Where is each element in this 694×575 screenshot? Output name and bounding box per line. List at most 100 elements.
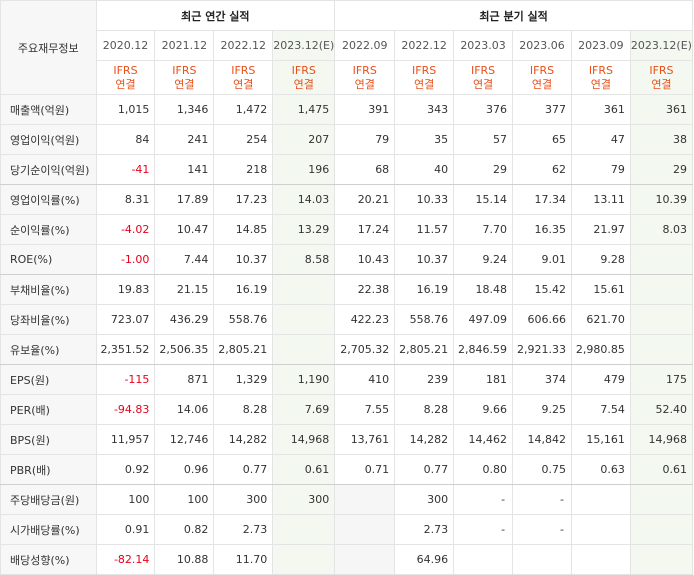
value-cell: 181 bbox=[453, 364, 514, 395]
value-cell: 12,746 bbox=[154, 424, 215, 455]
period-header: 2022.09 bbox=[334, 30, 396, 61]
value-cell bbox=[272, 334, 336, 365]
value-cell: 9.25 bbox=[512, 394, 572, 425]
value-cell: 0.82 bbox=[154, 514, 215, 545]
row-label: 주당배당금(원) bbox=[0, 484, 97, 515]
value-cell: -41 bbox=[95, 154, 156, 185]
value-cell bbox=[334, 514, 396, 545]
consolidated-label: 연결 bbox=[293, 77, 314, 91]
value-cell: 0.77 bbox=[213, 454, 274, 485]
value-cell: 79 bbox=[334, 124, 396, 155]
value-cell: 10.88 bbox=[154, 544, 215, 575]
value-cell: 0.63 bbox=[570, 454, 631, 485]
value-cell: 7.69 bbox=[272, 394, 336, 425]
value-cell: 64.96 bbox=[394, 544, 455, 575]
value-cell: 52.40 bbox=[629, 394, 694, 425]
value-cell bbox=[629, 514, 694, 545]
value-cell bbox=[629, 244, 694, 275]
value-cell: 7.44 bbox=[154, 244, 215, 275]
value-cell: 8.28 bbox=[394, 394, 455, 425]
value-cell: 10.37 bbox=[394, 244, 455, 275]
ifrs-label: IFRS bbox=[470, 63, 496, 77]
value-cell: 65 bbox=[512, 124, 572, 155]
value-cell: 361 bbox=[570, 94, 631, 125]
table-row: 영업이익률(%) 8.31 17.89 17.23 14.03 20.21 10.33 15.… bbox=[0, 184, 694, 215]
value-cell: 10.37 bbox=[213, 244, 274, 275]
value-cell bbox=[272, 274, 336, 305]
value-cell: 17.24 bbox=[334, 214, 396, 245]
table-row: PBR(배) 0.92 0.96 0.77 0.61 0.71 0.77 0.80 0.75 0.… bbox=[0, 454, 694, 485]
value-cell: 15.42 bbox=[512, 274, 572, 305]
value-cell: -4.02 bbox=[95, 214, 156, 245]
consolidated-label: 연결 bbox=[531, 77, 553, 91]
value-cell: 1,015 bbox=[95, 94, 156, 125]
value-cell: 0.75 bbox=[512, 454, 572, 485]
value-cell: 497.09 bbox=[453, 304, 514, 335]
annual-group-header: 최근 연간 실적 bbox=[95, 0, 336, 31]
value-cell: 15.14 bbox=[453, 184, 514, 215]
value-cell: 7.55 bbox=[334, 394, 396, 425]
value-cell: 2,846.59 bbox=[453, 334, 514, 365]
ifrs-label: IFRS bbox=[231, 63, 256, 77]
value-cell: 374 bbox=[512, 364, 572, 395]
value-cell: 1,190 bbox=[272, 364, 336, 395]
value-cell: 79 bbox=[570, 154, 631, 185]
ifrs-badge: IFRS 연결 bbox=[213, 60, 274, 95]
value-cell: 2,705.32 bbox=[334, 334, 396, 365]
value-cell bbox=[629, 484, 694, 515]
consolidated-label: 연결 bbox=[414, 77, 435, 91]
value-cell: 558.76 bbox=[213, 304, 274, 335]
value-cell: 16.19 bbox=[394, 274, 455, 305]
value-cell: 62 bbox=[512, 154, 572, 185]
value-cell: 13.11 bbox=[570, 184, 631, 215]
value-cell: 376 bbox=[453, 94, 514, 125]
period-header: 2022.12 bbox=[394, 30, 455, 61]
value-cell bbox=[629, 334, 694, 365]
value-cell: 141 bbox=[154, 154, 215, 185]
value-cell: 57 bbox=[453, 124, 514, 155]
period-header: 2023.06 bbox=[512, 30, 572, 61]
table-row: 매출액(억원) 1,015 1,346 1,472 1,475 391 343 376 377 3… bbox=[0, 94, 694, 125]
value-cell: 17.89 bbox=[154, 184, 215, 215]
ifrs-badge: IFRS 연결 bbox=[394, 60, 455, 95]
value-cell: 15,161 bbox=[570, 424, 631, 455]
row-label: 매출액(억원) bbox=[0, 94, 97, 125]
value-cell: 2.73 bbox=[213, 514, 274, 545]
value-cell: 254 bbox=[213, 124, 274, 155]
value-cell: 8.03 bbox=[629, 214, 694, 245]
value-cell: 10.43 bbox=[334, 244, 396, 275]
row-label: EPS(원) bbox=[0, 364, 97, 395]
value-cell: 14,968 bbox=[272, 424, 336, 455]
value-cell: 391 bbox=[334, 94, 396, 125]
value-cell: 9.66 bbox=[453, 394, 514, 425]
value-cell: 7.70 bbox=[453, 214, 514, 245]
row-label: BPS(원) bbox=[0, 424, 97, 455]
value-cell: 2,805.21 bbox=[213, 334, 274, 365]
value-cell: 2,980.85 bbox=[570, 334, 631, 365]
value-cell: 0.91 bbox=[95, 514, 156, 545]
ifrs-badge: IFRS 연결 bbox=[272, 60, 336, 95]
value-cell: - bbox=[453, 514, 514, 545]
value-cell: 361 bbox=[629, 94, 694, 125]
value-cell: 15.61 bbox=[570, 274, 631, 305]
row-label: 영업이익률(%) bbox=[0, 184, 97, 215]
value-cell bbox=[334, 484, 396, 515]
table-row: 주당배당금(원) 100 100 300 300 300- - bbox=[0, 484, 694, 515]
value-cell: 47 bbox=[570, 124, 631, 155]
ifrs-label: IFRS bbox=[588, 63, 614, 77]
value-cell: 38 bbox=[629, 124, 694, 155]
value-cell bbox=[272, 304, 336, 335]
value-cell: 14,282 bbox=[213, 424, 274, 455]
value-cell: 410 bbox=[334, 364, 396, 395]
value-cell: 14,842 bbox=[512, 424, 572, 455]
row-label: 당기순이익(억원) bbox=[0, 154, 97, 185]
value-cell: 100 bbox=[154, 484, 215, 515]
ifrs-badge: IFRS 연결 bbox=[512, 60, 572, 95]
consolidated-label: 연결 bbox=[472, 77, 494, 91]
consolidated-label: 연결 bbox=[174, 77, 195, 91]
value-cell: -115 bbox=[95, 364, 156, 395]
value-cell: 239 bbox=[394, 364, 455, 395]
row-label: PBR(배) bbox=[0, 454, 97, 485]
consolidated-label: 연결 bbox=[233, 77, 254, 91]
quarter-group-header: 최근 분기 실적 bbox=[334, 0, 693, 31]
